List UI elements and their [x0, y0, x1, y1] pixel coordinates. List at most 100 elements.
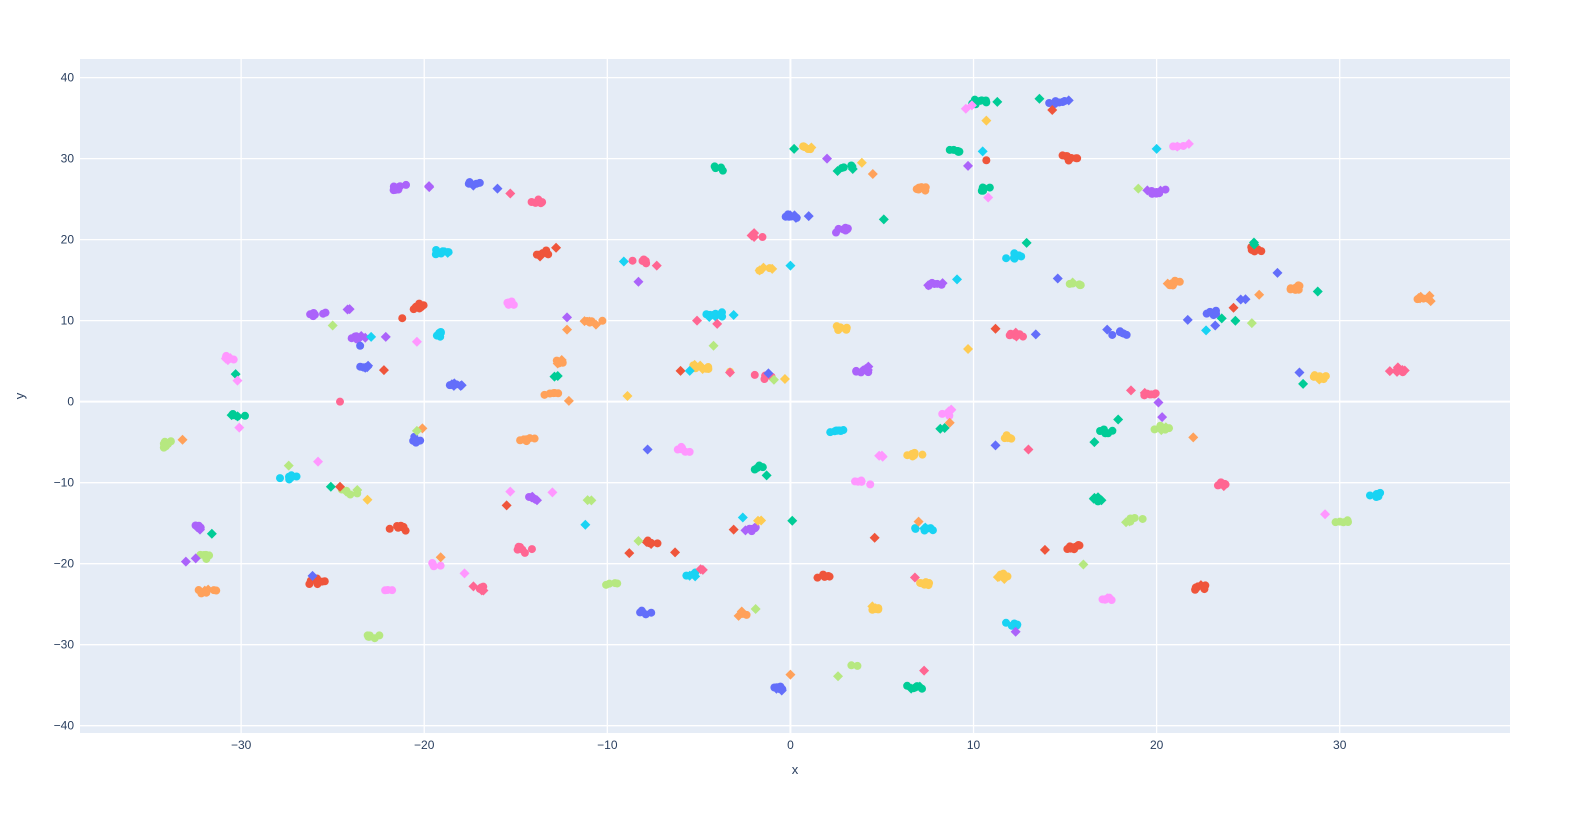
data-point[interactable] [712, 318, 723, 329]
data-point[interactable] [1365, 491, 1374, 500]
data-point[interactable] [206, 528, 217, 539]
data-point[interactable] [813, 573, 822, 582]
data-point[interactable] [1272, 267, 1283, 278]
data-point[interactable] [1047, 105, 1058, 116]
data-point[interactable] [647, 608, 656, 617]
data-point[interactable] [990, 323, 1001, 334]
data-point[interactable] [240, 411, 249, 420]
data-point[interactable] [913, 682, 922, 691]
data-point[interactable] [682, 571, 691, 580]
data-point[interactable] [831, 228, 840, 237]
data-point[interactable] [492, 183, 503, 194]
data-point[interactable] [1113, 414, 1124, 425]
data-point[interactable] [341, 486, 352, 497]
data-point[interactable] [1072, 154, 1081, 163]
data-point[interactable] [550, 389, 559, 398]
data-point[interactable] [933, 279, 942, 288]
data-point[interactable] [366, 331, 377, 342]
data-point[interactable] [1298, 378, 1309, 389]
data-point[interactable] [180, 556, 191, 567]
data-point[interactable] [507, 297, 516, 306]
data-point[interactable] [1384, 366, 1395, 377]
data-point[interactable] [1030, 329, 1041, 340]
data-point[interactable] [689, 570, 698, 579]
data-point[interactable] [501, 500, 512, 511]
data-point[interactable] [697, 564, 708, 575]
data-point[interactable] [424, 181, 435, 192]
data-point[interactable] [327, 320, 338, 331]
data-point[interactable] [653, 539, 662, 548]
data-point[interactable] [563, 395, 574, 406]
data-point[interactable] [806, 145, 815, 154]
data-point[interactable] [751, 524, 760, 533]
data-point[interactable] [628, 256, 637, 265]
data-point[interactable] [803, 211, 814, 222]
data-point[interactable] [639, 255, 648, 264]
data-point[interactable] [1039, 544, 1050, 555]
data-point[interactable] [1210, 320, 1221, 331]
data-point[interactable] [360, 332, 371, 343]
data-point[interactable] [232, 375, 243, 386]
data-point[interactable] [1151, 389, 1160, 398]
data-point[interactable] [1011, 331, 1022, 342]
data-point[interactable] [356, 341, 365, 350]
data-point[interactable] [1138, 514, 1147, 523]
data-point[interactable] [336, 397, 344, 406]
data-point[interactable] [960, 103, 971, 114]
data-point[interactable] [704, 364, 713, 373]
data-point[interactable] [1061, 152, 1070, 161]
data-point[interactable] [919, 665, 930, 676]
data-point[interactable] [876, 450, 887, 461]
data-point[interactable] [718, 166, 727, 175]
data-point[interactable] [953, 147, 962, 156]
data-point[interactable] [1021, 237, 1032, 248]
data-point[interactable] [1068, 279, 1077, 288]
data-point[interactable] [684, 365, 695, 376]
data-point[interactable] [370, 634, 379, 643]
data-point[interactable] [1108, 330, 1117, 339]
data-point[interactable] [916, 578, 925, 587]
data-point[interactable] [1052, 273, 1063, 284]
data-point[interactable] [1089, 437, 1100, 448]
data-point[interactable] [1096, 495, 1107, 506]
data-point[interactable] [1216, 313, 1227, 324]
data-point[interactable] [1228, 302, 1239, 313]
data-point[interactable] [633, 276, 644, 287]
data-point[interactable] [598, 316, 607, 325]
data-point[interactable] [1413, 292, 1424, 303]
data-point[interactable] [909, 572, 920, 583]
data-point[interactable] [1331, 518, 1340, 527]
data-point[interactable] [522, 437, 531, 446]
data-point[interactable] [651, 260, 662, 271]
data-point[interactable] [435, 328, 444, 337]
data-point[interactable] [983, 192, 994, 203]
data-point[interactable] [399, 522, 408, 531]
data-point[interactable] [1150, 425, 1159, 434]
data-point[interactable] [1125, 515, 1136, 526]
data-point[interactable] [1078, 559, 1089, 570]
data-point[interactable] [549, 371, 560, 382]
data-point[interactable] [939, 423, 950, 434]
data-point[interactable] [562, 312, 573, 323]
data-point[interactable] [580, 519, 591, 530]
data-point[interactable] [1321, 372, 1330, 381]
data-point[interactable] [1240, 294, 1251, 305]
data-point[interactable] [1315, 372, 1324, 381]
data-point[interactable] [928, 526, 937, 535]
data-point[interactable] [1393, 365, 1402, 374]
data-point[interactable] [758, 262, 769, 273]
data-point[interactable] [750, 604, 761, 615]
data-point[interactable] [675, 365, 686, 376]
data-point[interactable] [428, 559, 437, 568]
data-point[interactable] [994, 571, 1005, 582]
data-point[interactable] [547, 487, 558, 498]
data-point[interactable] [866, 480, 875, 489]
data-point[interactable] [1294, 285, 1303, 294]
data-point[interactable] [465, 179, 474, 188]
data-point[interactable] [194, 586, 203, 595]
data-point[interactable] [847, 661, 856, 670]
data-point[interactable] [435, 552, 446, 563]
data-point[interactable] [852, 366, 861, 375]
data-point[interactable] [633, 536, 644, 547]
data-point[interactable] [918, 450, 927, 459]
